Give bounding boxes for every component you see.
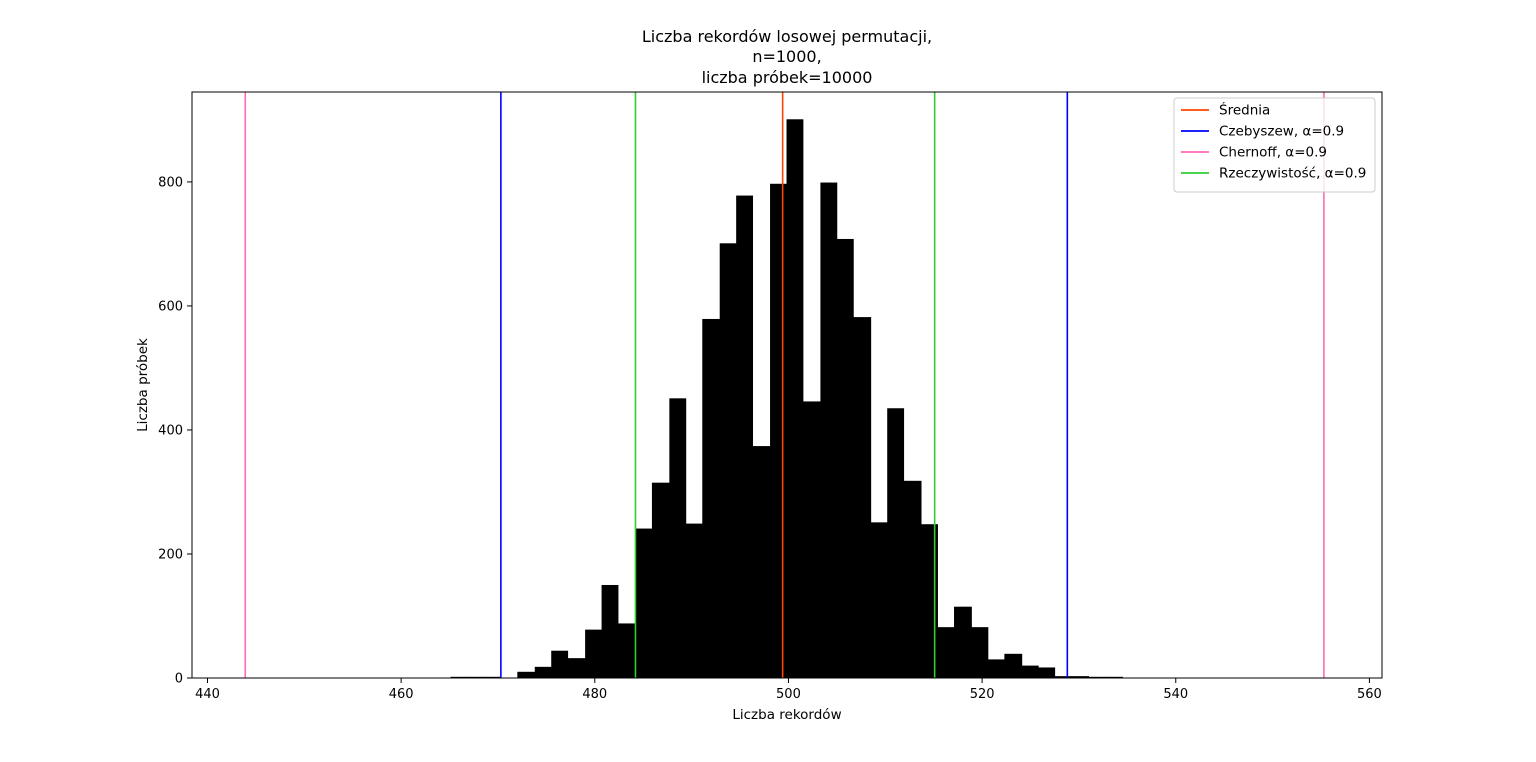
histogram-bar-2 (484, 676, 502, 678)
y-tick-label-4: 800 (158, 175, 183, 190)
histogram-bar-0 (450, 676, 468, 678)
legend-box (1173, 97, 1376, 193)
y-tick-label-2: 400 (158, 423, 183, 438)
histogram-bar-26 (887, 408, 905, 678)
histogram-bar-34 (1021, 665, 1039, 678)
histogram-bar-13 (669, 398, 687, 678)
histogram-bar-21 (802, 401, 821, 678)
plot-area: 440 460 480 500 520 540 560 0 200 400 600 800 (158, 91, 1383, 702)
histogram-bar-28 (921, 524, 938, 678)
histogram-bar-16 (719, 243, 737, 678)
x-tick-label-1: 460 (389, 687, 414, 702)
histogram-bar-39 (1105, 676, 1123, 678)
histogram-bar-33 (1004, 653, 1023, 678)
y-tick-label-0: 0 (175, 672, 183, 687)
histogram-bar-12 (651, 482, 670, 678)
legend-label-2: Chernoff, α=0.9 (1219, 145, 1327, 161)
histogram-bar-9 (601, 584, 619, 678)
legend-label-1: Czebyszew, α=0.9 (1219, 124, 1344, 140)
histogram-bar-25 (870, 522, 888, 678)
histogram-bar-5 (534, 666, 552, 678)
histogram-bar-6 (551, 650, 569, 678)
histogram-bar-37 (1072, 676, 1090, 678)
histogram-bar-8 (585, 629, 602, 678)
x-tick-label-0: 440 (195, 687, 220, 702)
histogram-bar-20 (786, 119, 804, 678)
y-tick-label-3: 600 (158, 299, 183, 314)
chart-title-line-3: liczba próbek=10000 (702, 68, 873, 87)
histogram-bar-31 (971, 627, 989, 678)
histogram-bar-17 (736, 195, 754, 678)
histogram-bar-27 (903, 480, 922, 678)
histogram-bar-1 (466, 676, 485, 678)
histogram-bar-38 (1088, 676, 1106, 678)
x-tick-label-2: 480 (582, 687, 607, 702)
histogram-bar-29 (937, 627, 955, 678)
histogram-bar-7 (567, 658, 586, 678)
histogram-bar-24 (853, 317, 872, 678)
y-axis-label: Liczba próbek (135, 338, 151, 432)
chart-title-line-1: Liczba rekordów losowej permutacji, (642, 27, 932, 46)
legend-label-3: Rzeczywistość, α=0.9 (1219, 166, 1366, 182)
legend: Średnia Czebyszew, α=0.9 Chernoff, α=0.9 Rz… (1173, 97, 1376, 193)
histogram-bar-19 (770, 183, 787, 678)
y-tick-label-1: 200 (158, 547, 183, 562)
chart-title-line-2: n=1000, (752, 47, 821, 66)
x-tick-label-3: 500 (776, 687, 801, 702)
histogram-bar-18 (752, 446, 771, 678)
histogram-bar-15 (702, 318, 721, 678)
legend-label-0: Średnia (1219, 101, 1270, 119)
histogram-bar-36 (1054, 676, 1073, 678)
histogram-bar-11 (635, 528, 653, 678)
histogram-bar-35 (1038, 667, 1056, 678)
histogram-bar-23 (836, 238, 854, 678)
histogram-bar-10 (618, 623, 636, 678)
histogram-bar-22 (820, 182, 838, 678)
x-tick-label-4: 520 (970, 687, 995, 702)
histogram-bar-14 (685, 523, 703, 678)
histogram-bar-32 (987, 659, 1005, 678)
x-tick-label-5: 540 (1163, 687, 1188, 702)
axes-frame (191, 91, 1383, 679)
histogram-bar-4 (517, 671, 536, 678)
x-axis-label: Liczba rekordów (732, 707, 841, 723)
x-tick-label-6: 560 (1357, 687, 1382, 702)
histogram-bar-30 (954, 606, 972, 678)
